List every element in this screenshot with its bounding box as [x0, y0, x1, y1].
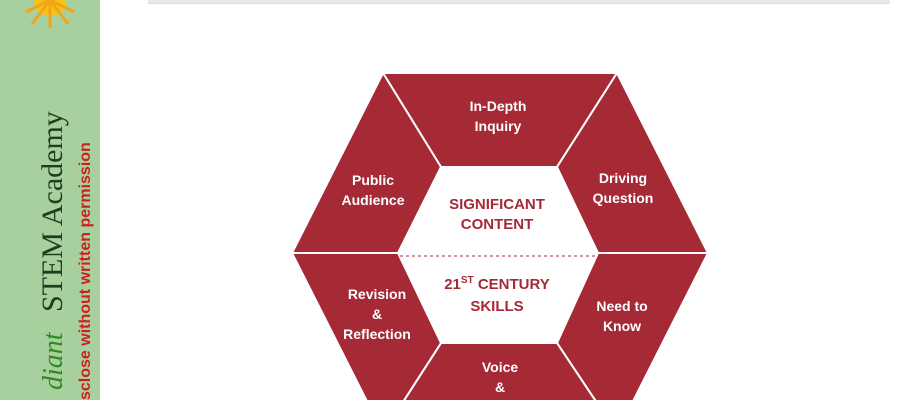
label-line: SIGNIFICANT: [449, 196, 545, 213]
label-line: Need to: [596, 298, 647, 314]
sidebar-banner: diant STEM Academy sclose without writte…: [0, 0, 100, 400]
label-line: Voice: [482, 359, 519, 375]
permission-notice-text: sclose without written permission: [77, 142, 94, 400]
center-hexagon: [398, 167, 598, 343]
segment-lower-left-label: Revision & Reflection: [343, 286, 411, 342]
center-bottom-label-line2: SKILLS: [470, 298, 523, 315]
label-line: Public: [352, 172, 394, 188]
label-line: Inquiry: [475, 118, 522, 134]
label-line: &: [372, 306, 382, 322]
label-line: Question: [593, 190, 654, 206]
top-divider: [148, 0, 890, 4]
label-line: &: [495, 379, 505, 395]
label-line: Revision: [348, 286, 406, 302]
segment-upper-right-label: Driving Question: [593, 170, 654, 206]
label-line: Reflection: [343, 326, 411, 342]
label-line: Audience: [341, 192, 404, 208]
label-line: CONTENT: [461, 216, 534, 233]
brand-name-text: STEM Academy: [36, 111, 69, 312]
label-line: Driving: [599, 170, 647, 186]
segment-upper-left-label: Public Audience: [341, 172, 404, 208]
brand-italic-text: diant: [38, 331, 69, 390]
center-top-label: SIGNIFICANT CONTENT: [449, 196, 545, 233]
segment-bottom-label: Voice &: [482, 359, 519, 395]
sun-logo-icon: [25, 0, 75, 28]
label-line: In-Depth: [470, 98, 527, 114]
center-bottom-label-line1: 21ST CENTURY: [444, 275, 550, 293]
label-line: Know: [603, 318, 641, 334]
sidebar-vertical-text: diant STEM Academy sclose without writte…: [36, 111, 94, 400]
segment-lower-right-label: Need to Know: [596, 298, 647, 334]
segment-top-label: In-Depth Inquiry: [470, 98, 527, 134]
